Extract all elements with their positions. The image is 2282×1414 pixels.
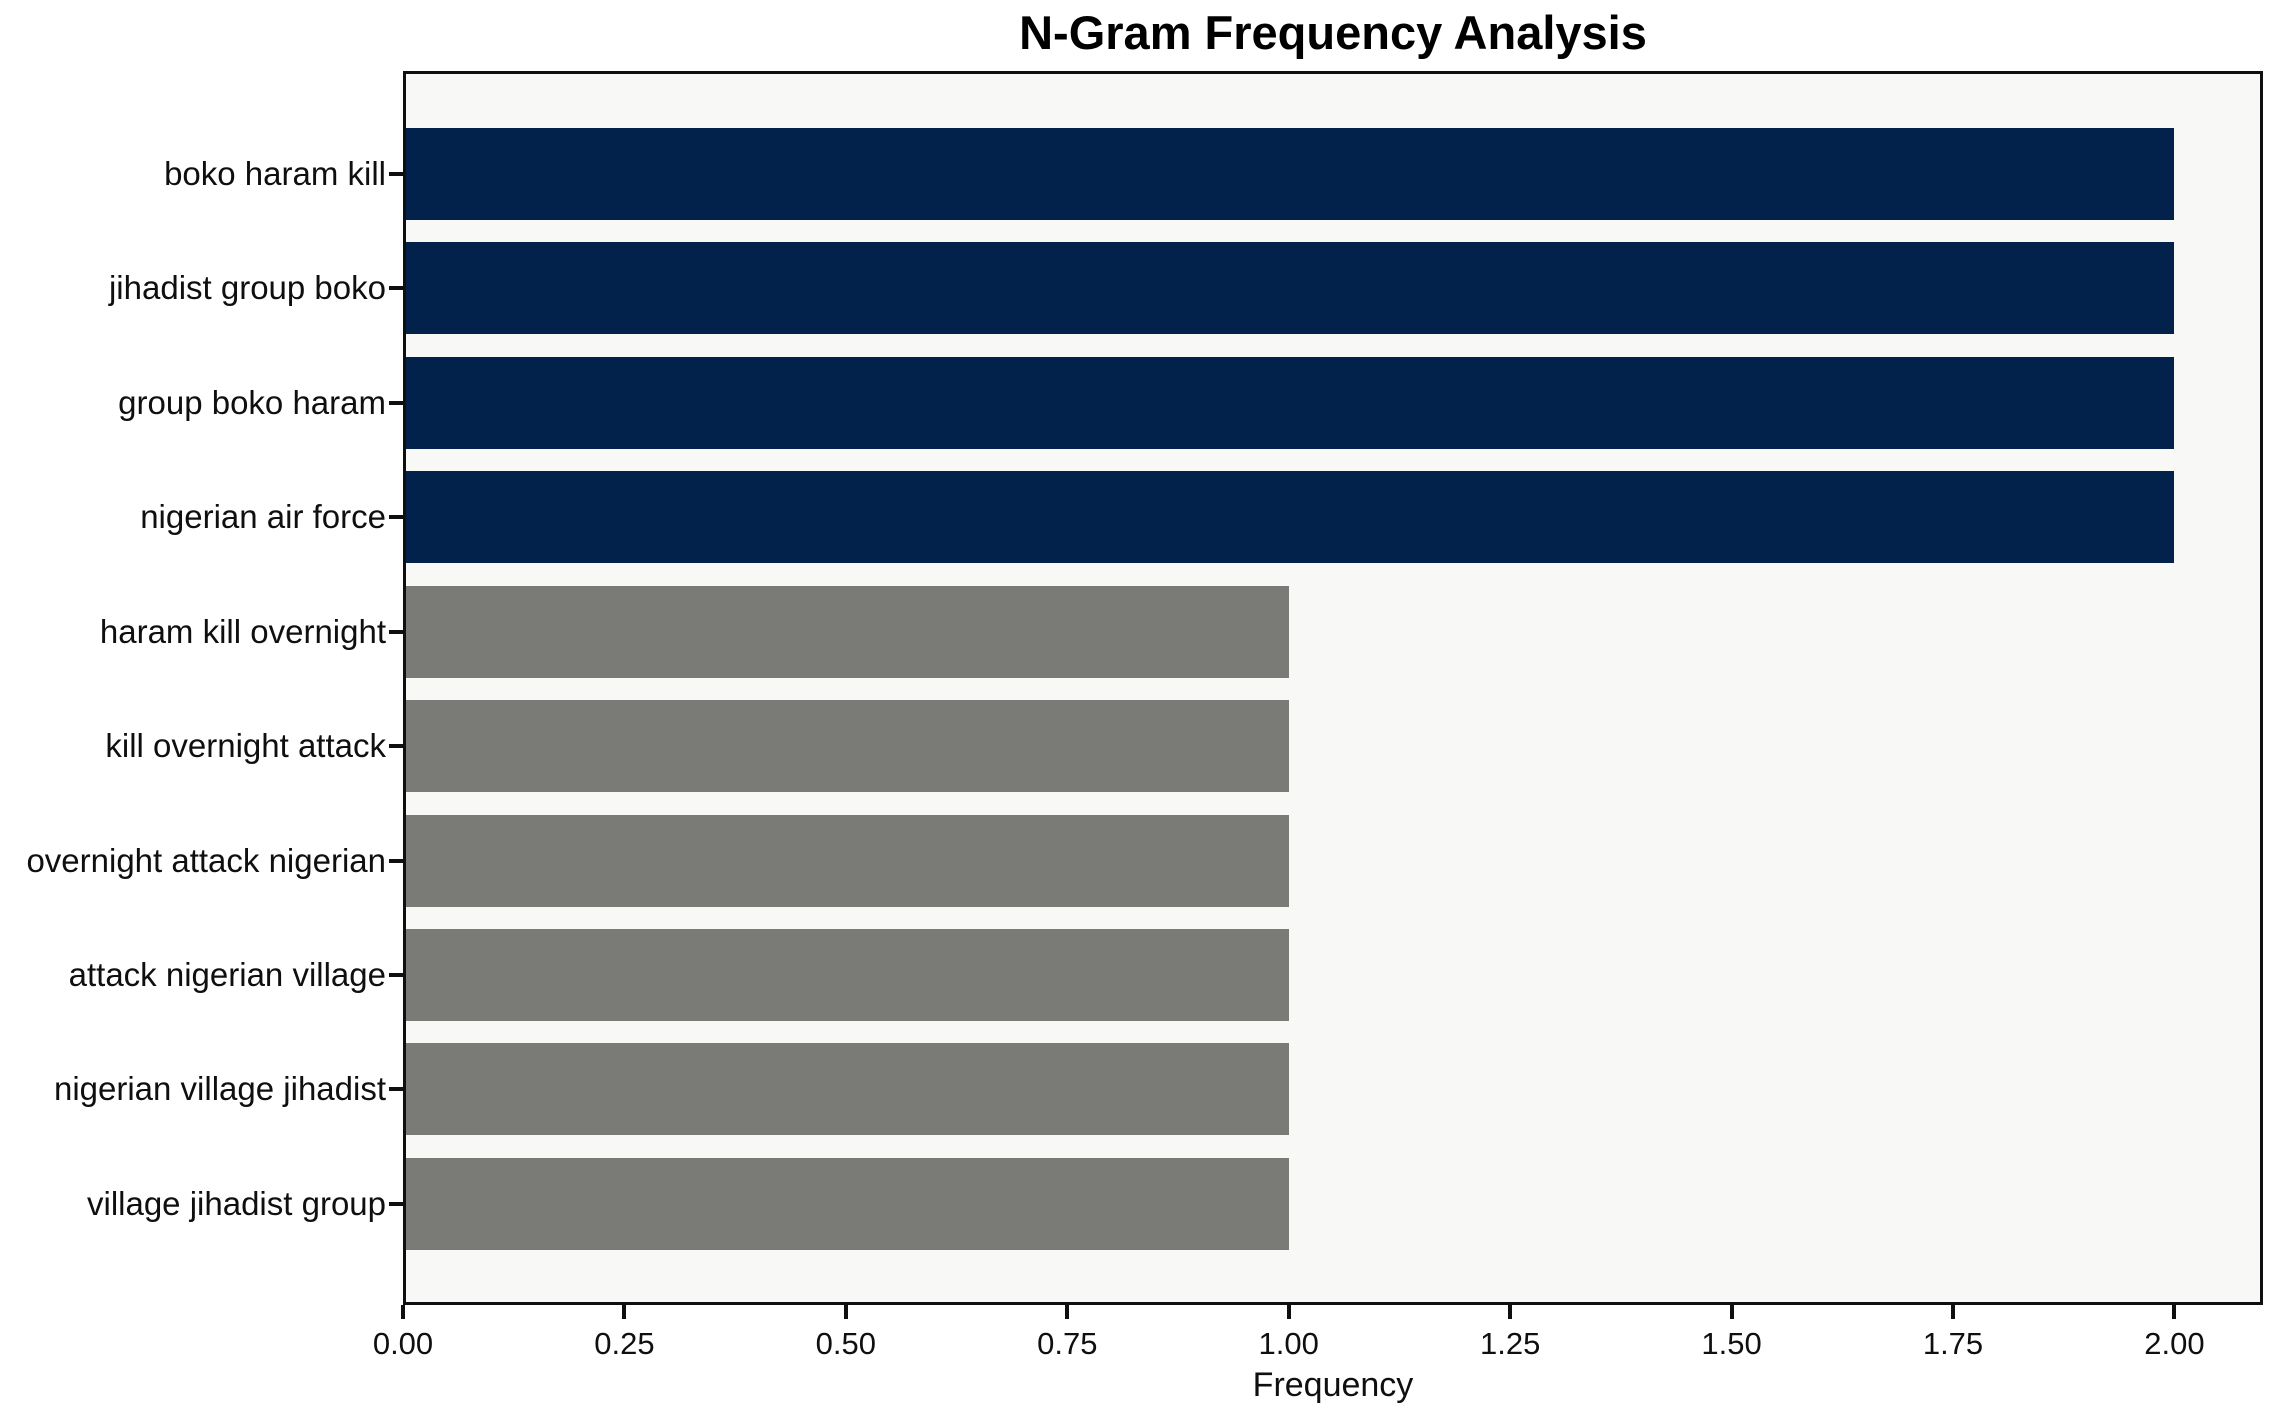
x-tick-label: 1.00 <box>1258 1326 1319 1361</box>
bar-haram-kill-overnight <box>406 585 1289 678</box>
x-tick-mark <box>2172 1305 2177 1319</box>
x-tick-mark <box>1508 1305 1513 1319</box>
y-tick-mark <box>389 972 403 977</box>
y-tick-label: haram kill overnight <box>99 612 386 650</box>
y-tick-mark <box>389 858 403 863</box>
bar-village-jihadist-group <box>406 1157 1289 1250</box>
chart-title: N-Gram Frequency Analysis <box>1019 6 1647 59</box>
x-tick-label: 0.25 <box>594 1326 655 1361</box>
x-axis-label: Frequency <box>1252 1366 1414 1404</box>
x-tick-label: 0.75 <box>1037 1326 1098 1361</box>
y-tick-label: jihadist group boko <box>108 269 386 307</box>
bar-group-boko-haram <box>406 356 2175 449</box>
x-tick-label: 1.25 <box>1479 1326 1541 1361</box>
x-tick-mark <box>401 1305 405 1319</box>
x-tick-mark <box>843 1305 848 1319</box>
y-tick-label: nigerian village jihadist <box>53 1070 386 1108</box>
x-tick-label: 0.50 <box>815 1326 877 1361</box>
x-tick-mark <box>1729 1305 1734 1319</box>
bar-overnight-attack-nigerian <box>406 814 1289 907</box>
x-tick-mark <box>1286 1305 1291 1319</box>
bar-boko-haram-kill <box>406 127 2175 220</box>
y-tick-label: group boko haram <box>118 383 386 421</box>
x-tick-label: 1.75 <box>1922 1326 1984 1361</box>
y-tick-mark <box>389 286 403 291</box>
x-tick-mark <box>1065 1305 1070 1319</box>
y-tick-label: attack nigerian village <box>68 955 386 993</box>
y-tick-label: overnight attack nigerian <box>26 841 386 879</box>
y-tick-mark <box>389 515 403 520</box>
y-tick-mark <box>389 400 403 405</box>
bar-nigerian-air-force <box>406 471 2175 564</box>
bar-attack-nigerian-village <box>406 928 1289 1021</box>
x-tick-label: 0.00 <box>372 1326 434 1361</box>
bar-kill-overnight-attack <box>406 700 1289 793</box>
bar-jihadist-group-boko <box>406 242 2175 335</box>
y-tick-label: village jihadist group <box>86 1184 386 1222</box>
x-tick-label: 1.50 <box>1701 1326 1762 1361</box>
x-tick-mark <box>1951 1305 1955 1319</box>
x-tick-label: 2.00 <box>2144 1326 2205 1361</box>
bar-nigerian-village-jihadist <box>406 1043 1289 1136</box>
y-tick-mark <box>389 1087 403 1092</box>
y-tick-mark <box>389 629 403 634</box>
y-tick-label: kill overnight attack <box>105 727 386 765</box>
x-tick-mark <box>622 1305 627 1319</box>
y-tick-mark <box>389 1201 403 1206</box>
y-tick-mark <box>389 744 403 749</box>
y-tick-mark <box>389 171 403 176</box>
y-tick-label: nigerian air force <box>140 498 386 536</box>
y-tick-label: boko haram kill <box>164 154 386 192</box>
